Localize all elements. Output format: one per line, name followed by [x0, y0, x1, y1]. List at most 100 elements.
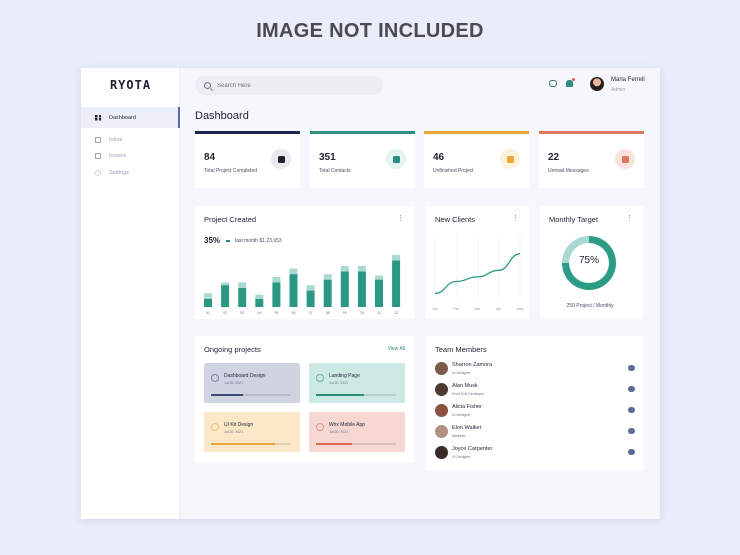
- x-tick-label: May: [517, 307, 524, 311]
- sidebar-item-inbox[interactable]: Inbox: [81, 131, 180, 149]
- project-bar-chart: 01 02 03 04 05 06 07 08 09 10 11 12: [204, 255, 401, 315]
- message-icon[interactable]: [628, 449, 635, 455]
- search-bar[interactable]: [195, 76, 383, 95]
- search-input[interactable]: [217, 82, 367, 89]
- x-tick-label: 12: [394, 311, 398, 315]
- project-icon: [211, 423, 219, 431]
- x-tick-label: 09: [343, 311, 347, 315]
- project-name: Landing Page: [329, 373, 360, 379]
- bar-secondary: [306, 285, 315, 291]
- logo: RYOTA: [109, 78, 152, 92]
- x-tick-label: 08: [326, 311, 330, 315]
- stat-icon: [506, 155, 514, 163]
- user-name: Marla Ferrell: [611, 77, 645, 83]
- project-name: Wrix Mobile App: [329, 422, 366, 428]
- project-progress-fill: [316, 394, 364, 396]
- more-options-icon[interactable]: ⋮: [512, 215, 519, 222]
- member-avatar: [435, 404, 448, 417]
- project-tile[interactable]: Dashboard Design Jul 20, 2021: [204, 363, 300, 403]
- legend-dash: [226, 240, 230, 242]
- member-role: UI Designer: [452, 413, 471, 417]
- team-members-card: Team Members Sharron Zamora UI Designer Al…: [426, 336, 643, 470]
- project-icon: [316, 374, 324, 382]
- member-name: Alicia Fisher: [452, 404, 482, 410]
- project-created-card: Project Created ⋮ 35% last month $1,23,6…: [195, 206, 414, 319]
- member-name: Alan Musk: [452, 383, 478, 389]
- team-member-row: Sharron Zamora UI Designer: [435, 360, 635, 378]
- stat-value: 351: [319, 152, 336, 163]
- message-icon[interactable]: [628, 386, 635, 392]
- bar-secondary: [340, 265, 349, 272]
- x-tick-label: Feb: [453, 307, 459, 311]
- grid-icon: [95, 114, 101, 121]
- x-tick-label: 07: [309, 311, 313, 315]
- stat-icon-badge: [271, 149, 291, 169]
- stat-icon-badge: [386, 149, 406, 169]
- bar-secondary: [323, 274, 332, 280]
- message-icon[interactable]: [628, 365, 635, 371]
- x-tick-label: 10: [360, 311, 364, 315]
- notification-bell-icon[interactable]: [566, 78, 575, 87]
- new-clients-line-chart: Jan Feb Mar Apr May: [432, 234, 524, 311]
- monthly-target-card: Monthly Target ⋮ 75% 250 Project / Month…: [540, 206, 643, 319]
- project-tile[interactable]: Landing Page Jul 20, 2021: [309, 363, 405, 403]
- view-all-link[interactable]: View All: [387, 346, 405, 352]
- card-title: Project Created: [204, 215, 257, 224]
- more-options-icon[interactable]: ⋮: [397, 215, 404, 222]
- project-progress-track: [211, 394, 291, 396]
- bar-primary: [272, 282, 281, 307]
- stat-label: Total Project Completed: [204, 168, 258, 174]
- project-icon: [211, 374, 219, 382]
- project-date: Jul 20, 2021: [329, 381, 349, 385]
- stat-card: 84 Total Project Completed: [195, 131, 300, 188]
- bar-primary: [392, 260, 401, 307]
- gear-icon: [95, 170, 101, 176]
- bar-secondary: [204, 293, 212, 299]
- stat-icon: [392, 155, 400, 163]
- x-tick-label: 11: [377, 311, 381, 315]
- message-icon[interactable]: [628, 428, 635, 434]
- x-tick-label: Mar: [474, 307, 481, 311]
- target-subtitle: 250 Project / Monthly: [566, 303, 614, 309]
- bar-secondary: [375, 275, 383, 280]
- member-avatar: [435, 425, 448, 438]
- chat-icon[interactable]: [549, 80, 557, 87]
- sidebar: RYOTA Dashboard Inbox Invoice Settings: [81, 68, 180, 519]
- project-icon: [316, 423, 324, 431]
- x-tick-label: 03: [240, 311, 244, 315]
- bar-primary: [255, 298, 264, 307]
- bar-primary: [306, 290, 315, 307]
- sidebar-item-dashboard[interactable]: Dashboard: [81, 107, 180, 128]
- bar-secondary: [289, 268, 298, 275]
- search-icon: [204, 82, 211, 89]
- project-tile[interactable]: UI Kit Design Jul 20, 2021: [204, 412, 300, 452]
- bar-primary: [357, 271, 366, 307]
- stat-label: Unread Messages: [548, 168, 589, 174]
- project-progress-fill: [211, 394, 243, 396]
- x-tick-label: 06: [292, 311, 296, 315]
- project-name: Dashboard Design: [224, 373, 266, 379]
- project-date: Jul 20, 2021: [329, 430, 349, 434]
- target-donut: [562, 236, 616, 290]
- x-tick-label: Apr: [496, 307, 502, 311]
- x-tick-label: 02: [223, 311, 227, 315]
- stat-card: 22 Unread Messages: [539, 131, 644, 188]
- more-options-icon[interactable]: ⋮: [626, 215, 633, 222]
- user-avatar[interactable]: [590, 77, 604, 91]
- member-role: UI Designer: [452, 371, 471, 375]
- bar-secondary: [272, 276, 281, 283]
- bar-primary: [375, 279, 383, 307]
- sidebar-item-invoice[interactable]: Invoice: [81, 147, 180, 165]
- bar-secondary: [238, 282, 247, 288]
- message-icon[interactable]: [628, 407, 635, 413]
- stat-icon: [277, 155, 285, 163]
- sidebar-item-settings[interactable]: Settings: [81, 164, 180, 182]
- card-title: New Clients: [435, 215, 476, 224]
- project-percent: 35%: [204, 236, 221, 245]
- ongoing-projects-card: Ongoing projects View All Dashboard Desi…: [195, 336, 414, 462]
- sidebar-item-label: Settings: [109, 170, 129, 176]
- page-title: Dashboard: [195, 110, 249, 122]
- member-role: Front End Developer: [452, 392, 485, 396]
- project-tile[interactable]: Wrix Mobile App Jul 20, 2021: [309, 412, 405, 452]
- stat-value: 46: [433, 152, 445, 163]
